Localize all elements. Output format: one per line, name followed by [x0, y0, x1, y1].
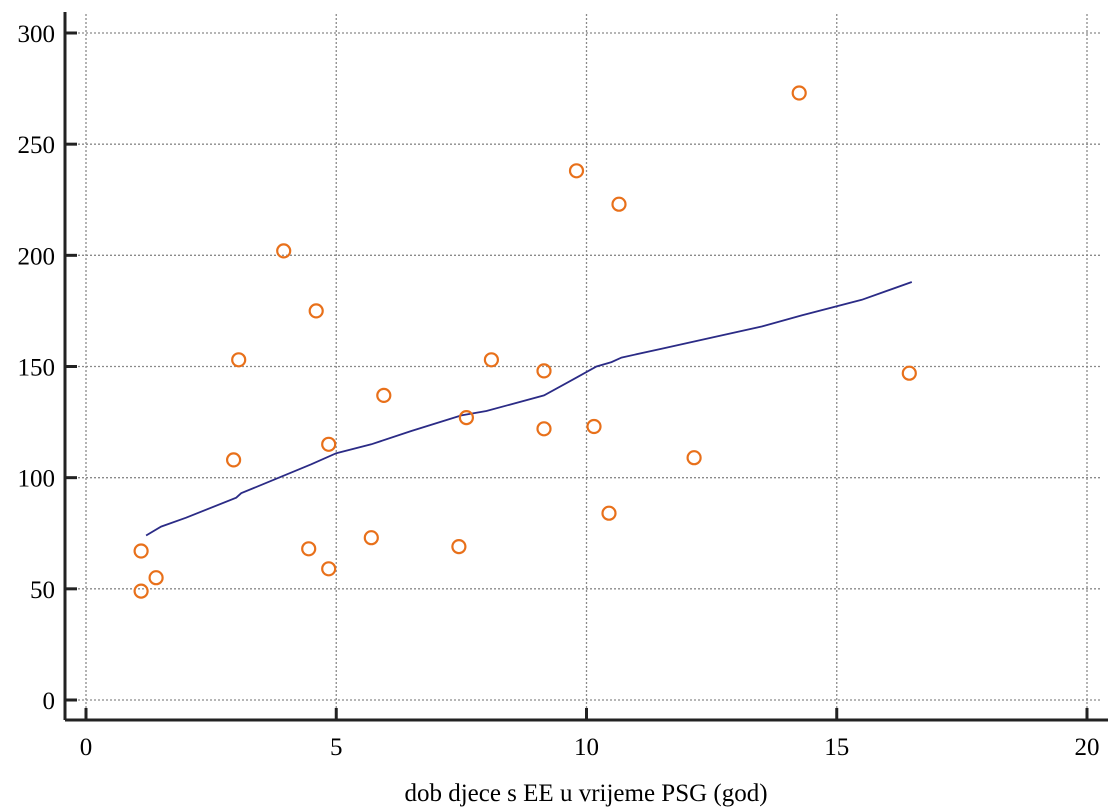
data-point [458, 410, 474, 426]
data-point [376, 387, 392, 403]
data-point [321, 436, 337, 452]
data-point [451, 538, 467, 555]
x-tick-label: 0 [80, 734, 93, 761]
trend-lines [145, 281, 913, 537]
y-tick-label: 300 [18, 21, 56, 48]
data-point [536, 421, 552, 437]
x-tick-label: 20 [1075, 734, 1100, 761]
data-point [133, 543, 149, 559]
x-axis-title: dob djece s EE u vrijeme PSG (god) [404, 780, 767, 807]
data-point [686, 450, 702, 466]
data-point [536, 363, 552, 379]
data-point [148, 570, 164, 586]
data-point [568, 163, 585, 179]
x-tick-label: 5 [330, 734, 343, 761]
data-points [133, 85, 917, 599]
y-tick-label: 50 [30, 577, 55, 604]
x-tick-label: 10 [574, 734, 599, 761]
data-point [231, 352, 247, 368]
data-point [308, 303, 324, 319]
data-point [301, 541, 317, 557]
data-point [586, 418, 602, 435]
y-tick-label: 150 [18, 355, 56, 382]
data-point [791, 85, 807, 101]
y-tick-label: 250 [18, 132, 56, 159]
y-tick-label: 200 [18, 243, 56, 270]
data-point [483, 352, 499, 368]
trend-line [145, 281, 913, 537]
data-point [226, 452, 242, 468]
y-tick-label: 0 [43, 688, 56, 715]
data-point [276, 243, 292, 259]
data-point [133, 583, 149, 599]
grid [78, 14, 1100, 710]
data-point [601, 505, 617, 521]
data-point [611, 196, 627, 212]
data-point [363, 530, 379, 546]
data-point [321, 561, 337, 577]
y-tick-label: 100 [18, 466, 56, 493]
data-point [901, 365, 917, 381]
x-tick-label: 15 [824, 734, 849, 761]
